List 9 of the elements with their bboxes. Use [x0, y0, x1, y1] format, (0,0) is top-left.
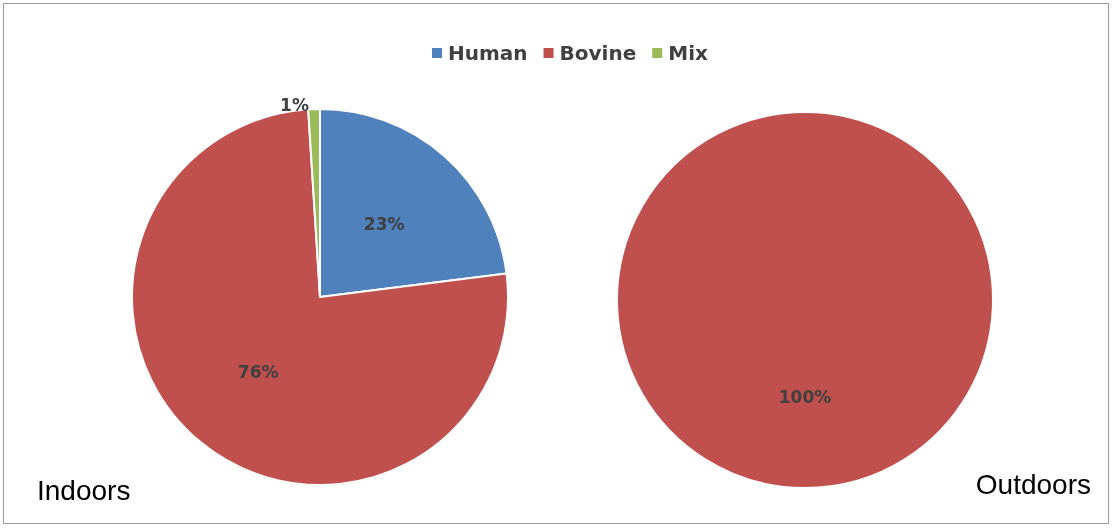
text: Indoors	[37, 474, 131, 506]
data-label: 1%	[280, 95, 309, 116]
legend-label: Mix	[668, 41, 708, 65]
data-label: 100%	[778, 387, 832, 407]
text: Outdoors	[975, 468, 1091, 500]
legend-label: Bovine	[559, 41, 637, 65]
legend-label: Human	[448, 41, 528, 65]
data-label: 23%	[363, 214, 405, 235]
data-label: 76%	[237, 361, 279, 382]
